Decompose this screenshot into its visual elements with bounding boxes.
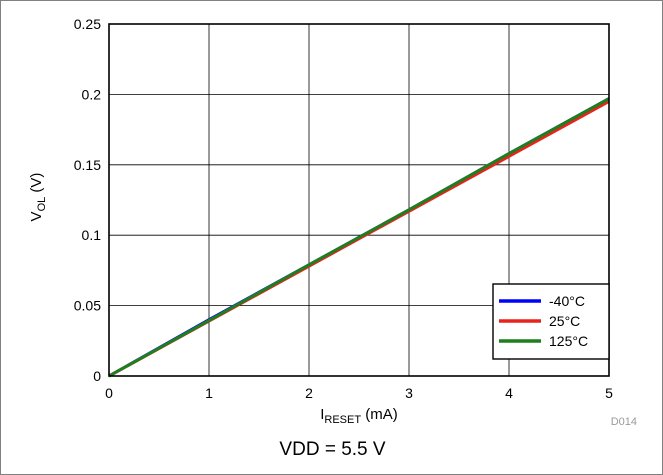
y-tick-label: 0.15	[74, 157, 101, 173]
legend-label: -40°C	[549, 293, 585, 309]
y-tick-label: 0.25	[74, 16, 101, 32]
legend-box	[492, 283, 610, 360]
series-line-125c	[108, 97, 610, 378]
y-axis-label: VOL (V)	[28, 173, 48, 222]
y-tick-label: 0.1	[82, 227, 102, 243]
series-group	[108, 97, 610, 378]
chart-caption: VDD = 5.5 V	[279, 439, 386, 460]
y-axis-label-sub: OL	[36, 197, 48, 212]
x-axis-label-main: I	[320, 406, 324, 423]
legend-label: 125°C	[549, 333, 588, 349]
x-tick-label: 5	[605, 385, 613, 401]
x-tick-label: 2	[305, 385, 313, 401]
legend-label: 25°C	[549, 313, 580, 329]
y-tick-label: 0.05	[74, 298, 101, 314]
y-tick-label: 0	[93, 368, 101, 384]
x-tick-label: 1	[205, 385, 213, 401]
chart: 0 1 2 3 4 5 0 0.05 0.1 0.15 0.2 0.25 VOL (V) IRESET…	[28, 16, 637, 428]
x-axis-label-unit: (mA)	[361, 406, 398, 423]
figure-id: D014	[611, 416, 637, 428]
x-axis-label: IRESET (mA)	[320, 406, 398, 426]
x-axis-label-sub: RESET	[324, 414, 361, 426]
y-axis-label-main: V	[28, 211, 45, 221]
tick-labels: 0 1 2 3 4 5 0 0.05 0.1 0.15 0.2 0.25	[74, 16, 613, 401]
plot-border	[108, 23, 610, 377]
y-axis-label-unit: (V)	[28, 173, 45, 197]
y-tick-label: 0.2	[82, 86, 102, 102]
legend: -40°C 25°C 125°C	[492, 283, 610, 360]
x-tick-label: 0	[105, 385, 113, 401]
x-tick-label: 4	[505, 385, 513, 401]
x-tick-label: 3	[405, 385, 413, 401]
